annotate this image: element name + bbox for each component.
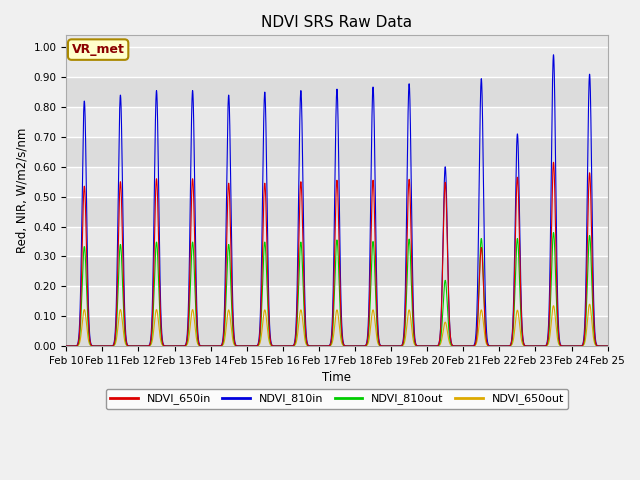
Title: NDVI SRS Raw Data: NDVI SRS Raw Data — [261, 15, 413, 30]
Bar — [67, 227, 607, 256]
Bar — [67, 316, 607, 346]
Bar — [67, 107, 607, 137]
Y-axis label: Red, NIR, W/m2/s/nm: Red, NIR, W/m2/s/nm — [15, 128, 28, 253]
Bar — [67, 197, 607, 227]
X-axis label: Time: Time — [323, 372, 351, 384]
Bar — [67, 256, 607, 286]
Bar — [67, 77, 607, 107]
Text: VR_met: VR_met — [72, 43, 125, 56]
Bar — [67, 167, 607, 197]
Legend: NDVI_650in, NDVI_810in, NDVI_810out, NDVI_650out: NDVI_650in, NDVI_810in, NDVI_810out, NDV… — [106, 389, 568, 409]
Bar — [67, 286, 607, 316]
Bar — [67, 48, 607, 77]
Bar — [67, 137, 607, 167]
